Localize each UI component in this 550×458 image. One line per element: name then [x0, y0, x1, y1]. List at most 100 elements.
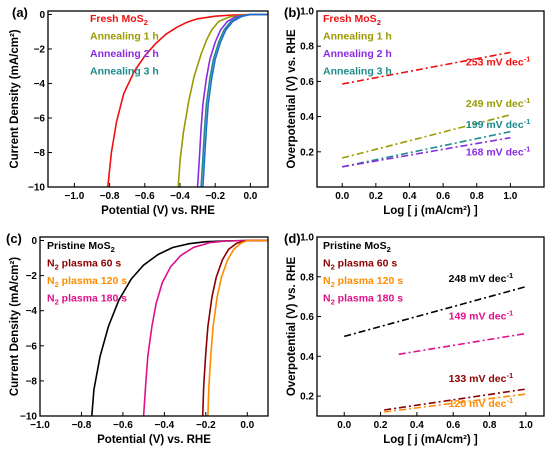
plot-frame-b — [316, 10, 545, 188]
x-tick-label-b: 0.8 — [470, 191, 484, 202]
series-line-d-magenta — [398, 332, 526, 356]
x-tick-label-b: 0.0 — [335, 191, 349, 202]
panel-label-b: (b) — [284, 5, 301, 20]
y-tick-label-b: 0.6 — [300, 77, 314, 88]
series-line-b-teal — [342, 130, 511, 168]
panel-a: −1.0 −0.8 −0.6 −0.4 −0.2 0.0 0 −2 −4 −6 −8 −10 Poten… — [9, 5, 269, 217]
legend-entry-b-3: Annealing 3 h — [323, 66, 392, 78]
legend-entry-a-0: Fresh MoS2 — [90, 13, 148, 27]
x-tick-label-b: 0.2 — [369, 191, 383, 202]
y-axis-label-b: Overpotential (V) vs. RHE — [286, 29, 298, 169]
panel-c: −1.0 −0.8 −0.6 −0.4 −0.2 0.0 0 −2 −4 −6 −8 −10 Poten… — [6, 231, 269, 446]
x-axis-label-a: Potential (V) vs. RHE — [101, 205, 215, 217]
series-line-a-purple — [196, 13, 268, 188]
series-line-c-magenta — [142, 239, 268, 417]
legend-entry-a-1: Annealing 1 h — [90, 31, 159, 43]
y-tick-label-d: 0.6 — [300, 312, 314, 323]
x-tick-label-d: 1.0 — [519, 420, 533, 431]
x-tick-label-c: −0.4 — [154, 420, 174, 431]
legend-entry-d-0: Pristine MoS2 — [323, 240, 391, 254]
legend-entry-a-2: Annealing 2 h — [90, 48, 159, 60]
x-tick-label-a: −0.6 — [135, 191, 155, 202]
series-line-a-red — [107, 13, 269, 188]
x-tick-label-d: 0.8 — [483, 420, 497, 431]
legend-entry-b-0: Fresh MoS2 — [323, 13, 381, 27]
y-tick-label-a: −2 — [34, 44, 46, 55]
slope-label-d-1: 149 mV dec-1 — [449, 309, 513, 323]
series-line-c-orange — [207, 239, 268, 417]
panel-label-a: (a) — [12, 5, 28, 20]
y-tick-label-a: −4 — [34, 79, 46, 90]
y-tick-label-b: 0.2 — [300, 147, 314, 158]
y-axis-label-d: Overpotential (V) vs. RHE — [286, 257, 298, 397]
y-tick-label-d: 0.4 — [300, 352, 314, 363]
series-line-b-red — [342, 51, 511, 85]
y-tick-label-a: 0 — [39, 10, 45, 21]
plot-frame-c — [39, 236, 269, 417]
x-tick-label-c: −1.0 — [30, 420, 50, 431]
legend-entry-a-3: Annealing 3 h — [90, 66, 159, 78]
y-tick-label-c: −4 — [26, 306, 38, 317]
panel-label-c: (c) — [6, 231, 22, 246]
y-tick-label-b: 0.8 — [300, 42, 314, 53]
x-tick-label-b: 0.4 — [403, 191, 417, 202]
slope-label-d-3: 120 mV dec-1 — [449, 396, 513, 410]
x-tick-label-a: −1.0 — [65, 191, 85, 202]
legend-entry-d-2: N2 plasma 120 s — [323, 275, 403, 289]
x-tick-label-c: −0.2 — [196, 420, 216, 431]
x-tick-label-d: 0.0 — [337, 420, 351, 431]
slope-label-d-0: 248 mV dec-1 — [449, 271, 513, 285]
legend-entry-c-3: N2 plasma 180 s — [47, 293, 127, 307]
slope-label-b-3: 168 mV dec-1 — [466, 144, 530, 158]
y-tick-label-b: 1.0 — [300, 7, 314, 18]
panel-d: 0.0 0.2 0.4 0.6 0.8 1.0 0.2 0.4 0.6 0.8 1.0 Log [ j… — [284, 231, 545, 446]
x-tick-label-a: −0.4 — [170, 191, 190, 202]
series-line-a-teal — [200, 13, 268, 188]
plot-frame-d — [316, 236, 545, 417]
y-tick-label-c: −8 — [26, 376, 38, 387]
y-tick-label-a: −6 — [34, 113, 46, 124]
x-tick-label-c: −0.6 — [113, 420, 133, 431]
x-axis-label-c: Potential (V) vs. RHE — [97, 434, 211, 446]
y-tick-label-c: −10 — [20, 412, 37, 423]
series-line-a-olive — [177, 13, 268, 188]
panel-b: 0.0 0.2 0.4 0.6 0.8 1.0 0.2 0.4 0.6 0.8 1.0 Log [ j… — [284, 5, 545, 217]
x-tick-label-a: −0.8 — [100, 191, 120, 202]
legend-entry-c-0: Pristine MoS2 — [47, 240, 115, 254]
legend-entry-d-3: N2 plasma 180 s — [323, 293, 403, 307]
legend-entry-b-2: Annealing 2 h — [323, 48, 392, 60]
y-axis-label-c: Current Density (mA/cm²) — [9, 257, 21, 396]
y-tick-label-c: −2 — [26, 271, 38, 282]
series-line-d-darkred — [384, 388, 526, 411]
y-tick-label-d: 1.0 — [300, 233, 314, 244]
legend-entry-b-1: Annealing 1 h — [323, 31, 392, 43]
y-tick-label-b: 0.4 — [300, 112, 314, 123]
series-line-c-darkred — [201, 239, 268, 417]
slope-label-b-0: 253 mV dec-1 — [466, 55, 530, 69]
slope-label-d-2: 133 mV dec-1 — [449, 371, 513, 385]
y-tick-label-d: 0.2 — [300, 392, 314, 403]
slope-label-b-1: 249 mV dec-1 — [466, 96, 530, 110]
series-line-b-purple — [342, 136, 511, 168]
x-tick-label-d: 0.6 — [446, 420, 460, 431]
x-tick-label-d: 0.2 — [374, 420, 388, 431]
series-line-d-orange — [384, 393, 526, 413]
panel-label-d: (d) — [284, 231, 301, 246]
x-tick-label-a: −0.2 — [205, 191, 225, 202]
x-axis-label-b: Log [ j (mA/cm²) ] — [383, 205, 478, 217]
legend-entry-c-2: N2 plasma 120 s — [47, 275, 127, 289]
x-tick-label-c: −0.8 — [72, 420, 92, 431]
y-tick-label-c: 0 — [31, 236, 37, 247]
plot-frame-a — [47, 10, 269, 188]
y-tick-label-c: −6 — [26, 341, 38, 352]
y-tick-label-a: −10 — [28, 183, 45, 194]
y-tick-label-a: −8 — [34, 148, 46, 159]
x-axis-label-d: Log [ j (mA/cm²) ] — [383, 434, 478, 446]
legend-entry-c-1: N2 plasma 60 s — [47, 258, 121, 272]
x-tick-label-d: 0.4 — [410, 420, 424, 431]
legend-entry-d-1: N2 plasma 60 s — [323, 258, 397, 272]
x-tick-label-b: 1.0 — [503, 191, 517, 202]
x-tick-label-b: 0.6 — [436, 191, 450, 202]
series-line-d-black — [343, 285, 527, 338]
